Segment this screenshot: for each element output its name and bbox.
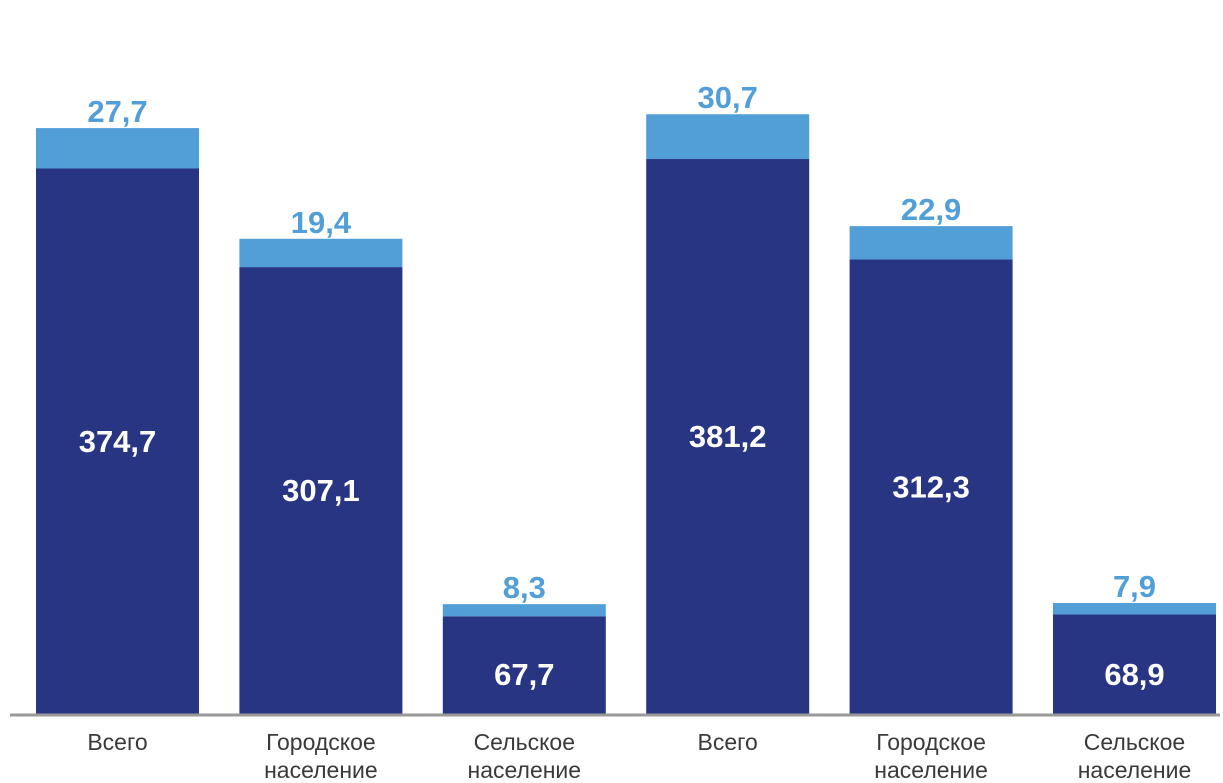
bar-segment-bottom — [646, 159, 810, 716]
bar-segment-top — [646, 114, 810, 160]
category-label: Сельское — [474, 729, 575, 755]
bar-segment-bottom — [442, 616, 606, 715]
data-label-bottom: 307,1 — [282, 473, 360, 508]
labels-layer: 374,727,7Всего307,119,4Городскоенаселени… — [79, 80, 1192, 783]
bar-segment-top — [442, 604, 606, 617]
data-label-top: 30,7 — [698, 80, 758, 115]
data-label-bottom: 312,3 — [892, 469, 970, 504]
bars-layer — [36, 114, 1216, 716]
data-label-top: 8,3 — [503, 570, 546, 605]
bar-segment-top — [849, 226, 1013, 260]
category-label: Всего — [698, 729, 758, 755]
data-label-top: 27,7 — [87, 94, 147, 129]
bar-segment-top — [239, 238, 403, 268]
category-label: Сельское — [1084, 729, 1185, 755]
category-label: население — [874, 757, 988, 783]
bar-segment-bottom — [36, 168, 199, 715]
category-label: Городское — [266, 729, 376, 755]
bar-segment-bottom — [1053, 614, 1216, 715]
bar-segment-top — [36, 128, 199, 169]
category-label: население — [468, 757, 582, 783]
bar-segment-top — [1053, 602, 1216, 615]
category-label: население — [1078, 757, 1192, 783]
category-label: население — [264, 757, 378, 783]
category-label: Всего — [87, 729, 147, 755]
data-label-bottom: 68,9 — [1104, 657, 1164, 692]
data-label-bottom: 67,7 — [494, 657, 554, 692]
data-label-bottom: 381,2 — [689, 419, 767, 454]
bar-segment-bottom — [849, 259, 1013, 715]
data-label-top: 7,9 — [1113, 569, 1156, 604]
data-label-top: 19,4 — [291, 205, 352, 240]
data-label-bottom: 374,7 — [79, 424, 157, 459]
bar-segment-bottom — [239, 267, 403, 715]
data-label-top: 22,9 — [901, 192, 961, 227]
category-label: Городское — [876, 729, 986, 755]
